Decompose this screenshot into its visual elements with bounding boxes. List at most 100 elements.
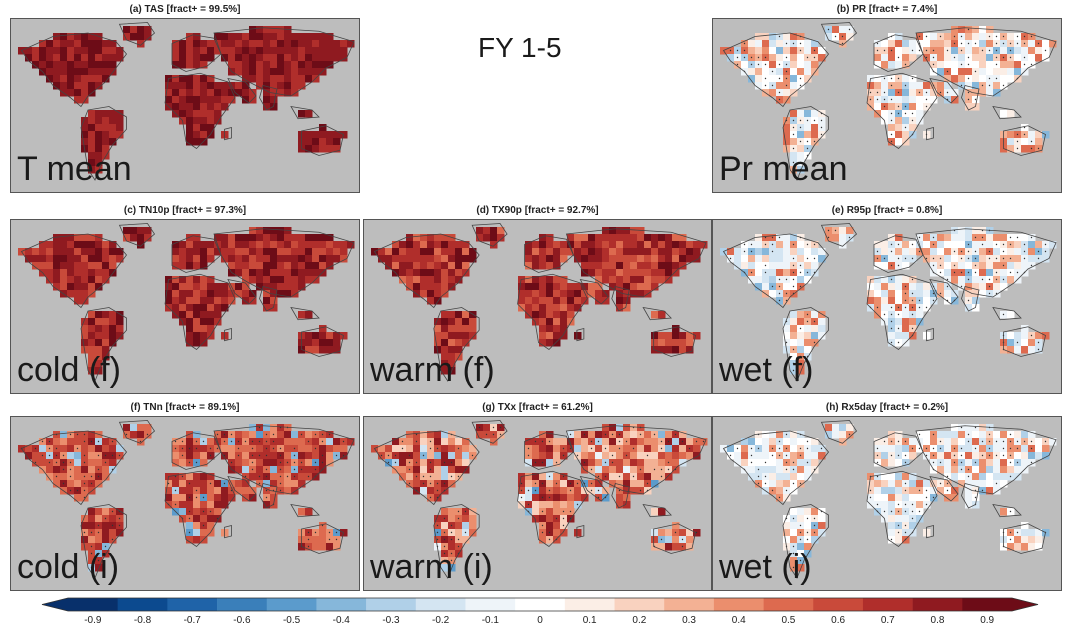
grid-cell: [448, 311, 456, 319]
grid-cell: [399, 241, 407, 249]
grid-cell: [574, 332, 582, 340]
grid-cell: [581, 234, 589, 242]
grid-cell: [748, 438, 756, 446]
grid-cell: [783, 124, 791, 132]
stipple-dot: [1023, 42, 1026, 45]
stipple-dot: [981, 84, 984, 87]
grid-cell: [965, 487, 973, 495]
coastline: [642, 306, 673, 321]
grid-cell: [95, 68, 103, 76]
stipple-dot: [904, 292, 907, 295]
grid-cell: [144, 424, 152, 432]
stipple-dot: [967, 28, 970, 31]
grid-cell: [895, 536, 903, 544]
grid-cell: [312, 262, 320, 270]
stipple-dot: [1009, 510, 1012, 513]
grid-cell: [81, 241, 89, 249]
grid-cell: [399, 466, 407, 474]
stipple-dot: [876, 475, 879, 478]
stipple-dot: [743, 42, 746, 45]
grid-cell: [249, 75, 257, 83]
grid-cell: [588, 459, 596, 467]
grid-cell: [895, 332, 903, 340]
grid-cell: [186, 89, 194, 97]
stipple-dot: [293, 447, 296, 450]
coastline: [171, 34, 222, 72]
grid-cell: [53, 82, 61, 90]
grid-cell: [888, 103, 896, 111]
grid-cell: [637, 473, 645, 481]
map-panel-c: cold (f): [10, 219, 360, 394]
grid-cell: [263, 459, 271, 467]
coastline: [961, 286, 980, 312]
grid-cell: [651, 283, 659, 291]
grid-cell: [378, 255, 386, 263]
grid-cell: [235, 68, 243, 76]
grid-cell: [462, 241, 470, 249]
grid-cell: [881, 290, 889, 298]
grid-cell: [312, 234, 320, 242]
grid-cell: [179, 75, 187, 83]
grid-cell: [951, 438, 959, 446]
grid-cell: [441, 367, 449, 375]
grid-cell: [895, 480, 903, 488]
grid-cell: [102, 61, 110, 69]
grid-cell: [665, 445, 673, 453]
grid-cell: [818, 318, 826, 326]
grid-cell: [539, 332, 547, 340]
grid-cell: [32, 248, 40, 256]
stipple-dot: [195, 447, 198, 450]
grid-cell: [776, 40, 784, 48]
stipple-dot: [258, 475, 261, 478]
grid-cell: [776, 473, 784, 481]
grid-cell: [427, 487, 435, 495]
grid-cell: [560, 297, 568, 305]
grid-cell: [193, 473, 201, 481]
stipple-dot: [408, 482, 411, 485]
coastline: [213, 27, 355, 97]
grid-cell: [235, 54, 243, 62]
grid-cell: [172, 47, 180, 55]
stipple-dot: [883, 91, 886, 94]
grid-cell: [818, 248, 826, 256]
grid-cell: [242, 487, 250, 495]
grid-cell: [95, 353, 103, 361]
grid-cell: [298, 508, 306, 516]
stipple-dot: [799, 531, 802, 534]
coastline: [164, 72, 236, 150]
stipple-dot: [736, 49, 739, 52]
grid-cell: [333, 47, 341, 55]
grid-cell: [909, 494, 917, 502]
grid-cell: [455, 311, 463, 319]
stipple-dot: [946, 278, 949, 281]
grid-cell: [326, 54, 334, 62]
grid-cell: [284, 290, 292, 298]
colorbar-tick-label: 0.2: [632, 615, 647, 626]
grid-cell: [228, 290, 236, 298]
grid-cell: [123, 33, 131, 41]
grid-cell: [326, 234, 334, 242]
stipple-dot: [597, 496, 600, 499]
grid-cell: [249, 241, 257, 249]
grid-cell: [392, 255, 400, 263]
grid-cell: [207, 89, 215, 97]
grid-cell: [755, 262, 763, 270]
grid-cell: [958, 68, 966, 76]
grid-cell: [249, 276, 257, 284]
grid-cell: [937, 241, 945, 249]
grid-cell: [951, 61, 959, 69]
stipple-dot: [1044, 250, 1047, 253]
grid-cell: [179, 494, 187, 502]
grid-cell: [448, 248, 456, 256]
grid-cell: [888, 297, 896, 305]
stipple-dot: [750, 447, 753, 450]
grid-cell: [305, 431, 313, 439]
stipple-dot: [328, 531, 331, 534]
grid-cell: [581, 255, 589, 263]
grid-cell: [25, 445, 33, 453]
stipple-dot: [104, 461, 107, 464]
grid-cell: [546, 276, 554, 284]
grid-cell: [427, 255, 435, 263]
grid-cell: [658, 459, 666, 467]
grid-cell: [546, 459, 554, 467]
